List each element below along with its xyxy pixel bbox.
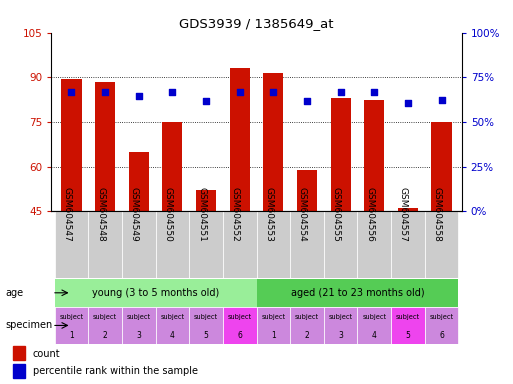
Text: GSM604554: GSM604554	[298, 187, 307, 242]
Bar	[223, 211, 256, 278]
Text: subject: subject	[161, 314, 185, 320]
Bar	[155, 307, 189, 344]
Text: GSM604549: GSM604549	[130, 187, 139, 242]
Text: subject: subject	[194, 314, 218, 320]
Bar	[62, 79, 82, 211]
Text: subject: subject	[127, 314, 151, 320]
Text: GSM604550: GSM604550	[164, 187, 172, 242]
Text: specimen: specimen	[5, 320, 52, 331]
Bar	[55, 211, 88, 278]
Bar	[189, 211, 223, 278]
Bar	[290, 307, 324, 344]
Bar	[88, 307, 122, 344]
Bar	[431, 122, 451, 211]
Point	[269, 88, 278, 94]
Bar	[88, 211, 122, 278]
Text: subject: subject	[295, 314, 319, 320]
Bar	[189, 307, 223, 344]
Bar	[324, 307, 358, 344]
Text: 5: 5	[405, 331, 410, 340]
Text: count: count	[33, 349, 61, 359]
Text: young (3 to 5 months old): young (3 to 5 months old)	[92, 288, 219, 298]
Bar	[425, 307, 458, 344]
Text: subject: subject	[328, 314, 352, 320]
Text: subject: subject	[261, 314, 285, 320]
Bar	[196, 190, 216, 211]
Text: 2: 2	[103, 331, 108, 340]
Point	[303, 98, 311, 104]
Point	[235, 88, 244, 94]
Point	[202, 98, 210, 104]
Bar	[13, 346, 25, 360]
Point	[404, 100, 412, 106]
Bar	[364, 99, 384, 211]
Bar	[256, 307, 290, 344]
Bar	[358, 211, 391, 278]
Bar	[324, 211, 358, 278]
Bar	[55, 307, 88, 344]
Point	[168, 88, 176, 94]
Bar	[223, 307, 256, 344]
Point	[438, 98, 446, 104]
Text: GSM604548: GSM604548	[96, 187, 105, 242]
Bar	[13, 364, 25, 378]
Bar	[55, 279, 256, 306]
Text: 1: 1	[69, 331, 74, 340]
Text: aged (21 to 23 months old): aged (21 to 23 months old)	[290, 288, 424, 298]
Bar	[155, 211, 189, 278]
Text: subject: subject	[93, 314, 117, 320]
Bar	[330, 98, 351, 211]
Bar	[122, 307, 155, 344]
Text: GSM604551: GSM604551	[197, 187, 206, 242]
Point	[337, 88, 345, 94]
Point	[134, 93, 143, 99]
Text: GSM604557: GSM604557	[399, 187, 408, 242]
Text: GSM604553: GSM604553	[264, 187, 273, 242]
Text: GSM604547: GSM604547	[63, 187, 71, 242]
Bar	[391, 307, 425, 344]
Bar	[256, 279, 458, 306]
Text: GSM604555: GSM604555	[331, 187, 341, 242]
Text: percentile rank within the sample: percentile rank within the sample	[33, 366, 198, 376]
Point	[67, 88, 75, 94]
Text: subject: subject	[429, 314, 453, 320]
Text: subject: subject	[228, 314, 252, 320]
Point	[370, 88, 379, 94]
Text: age: age	[5, 288, 23, 298]
Text: subject: subject	[362, 314, 386, 320]
Bar	[425, 211, 458, 278]
Text: 4: 4	[372, 331, 377, 340]
Text: 6: 6	[439, 331, 444, 340]
Bar	[95, 82, 115, 211]
Bar	[297, 170, 317, 211]
Bar	[290, 211, 324, 278]
Text: GSM604552: GSM604552	[231, 187, 240, 242]
Text: 6: 6	[237, 331, 242, 340]
Bar	[398, 208, 418, 211]
Bar	[391, 211, 425, 278]
Bar	[129, 152, 149, 211]
Text: 1: 1	[271, 331, 275, 340]
Bar	[358, 307, 391, 344]
Bar	[263, 73, 283, 211]
Text: 5: 5	[204, 331, 208, 340]
Bar	[256, 211, 290, 278]
Point	[101, 88, 109, 94]
Title: GDS3939 / 1385649_at: GDS3939 / 1385649_at	[179, 17, 334, 30]
Text: 4: 4	[170, 331, 175, 340]
Bar	[162, 122, 183, 211]
Text: GSM604556: GSM604556	[365, 187, 374, 242]
Bar	[230, 68, 250, 211]
Text: GSM604558: GSM604558	[432, 187, 442, 242]
Text: subject: subject	[60, 314, 84, 320]
Text: 3: 3	[136, 331, 141, 340]
Bar	[122, 211, 155, 278]
Text: 2: 2	[305, 331, 309, 340]
Text: 3: 3	[338, 331, 343, 340]
Text: subject: subject	[396, 314, 420, 320]
